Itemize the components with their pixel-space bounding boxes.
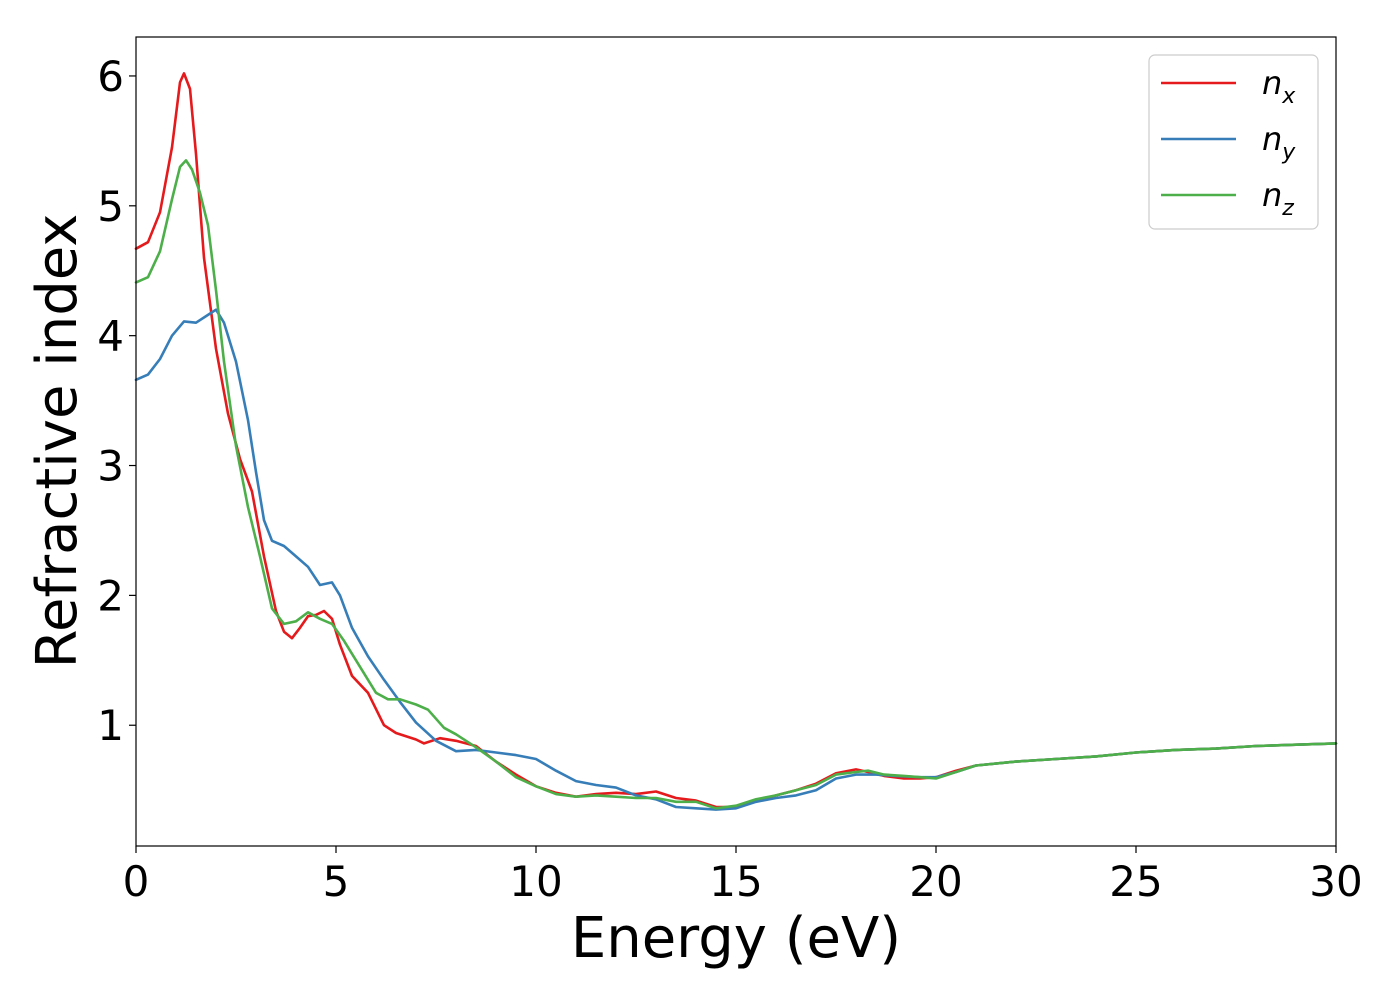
legend-label-subscript: y: [1281, 140, 1296, 165]
series-layer: [134, 72, 1338, 811]
legend-label-nz: nz: [1262, 176, 1294, 221]
legend-label-base: n: [1262, 176, 1282, 214]
legend-label-ny: ny: [1262, 120, 1296, 165]
legend-label-nx: nx: [1262, 64, 1296, 109]
y-tick-label: 4: [97, 312, 124, 361]
x-axis-title: Energy (eV): [571, 906, 901, 971]
legend-label-subscript: z: [1281, 196, 1294, 221]
x-tick-label: 15: [709, 857, 762, 906]
x-tick-label: 30: [1309, 857, 1362, 906]
y-axis: 1 2 3 4 5 6: [97, 52, 136, 750]
y-tick-label: 5: [97, 182, 124, 231]
x-tick-label: 5: [323, 857, 350, 906]
legend-label-subscript: x: [1281, 84, 1296, 109]
x-tick-label: 0: [123, 857, 150, 906]
y-tick-label: 2: [97, 571, 124, 620]
series-line-nz: [134, 159, 1338, 810]
y-tick-label: 1: [97, 701, 124, 750]
y-axis-title: Refractive index: [25, 214, 90, 669]
legend-box: [1148, 54, 1319, 230]
x-axis: 0 5 10 15 20 25 30: [123, 846, 1363, 906]
x-tick-label: 25: [1109, 857, 1162, 906]
legend-label-base: n: [1262, 64, 1282, 102]
legend-label-base: n: [1262, 120, 1282, 158]
x-tick-label: 20: [909, 857, 962, 906]
y-tick-label: 6: [97, 52, 124, 101]
y-tick-label: 3: [97, 442, 124, 491]
x-tick-label: 10: [509, 857, 562, 906]
